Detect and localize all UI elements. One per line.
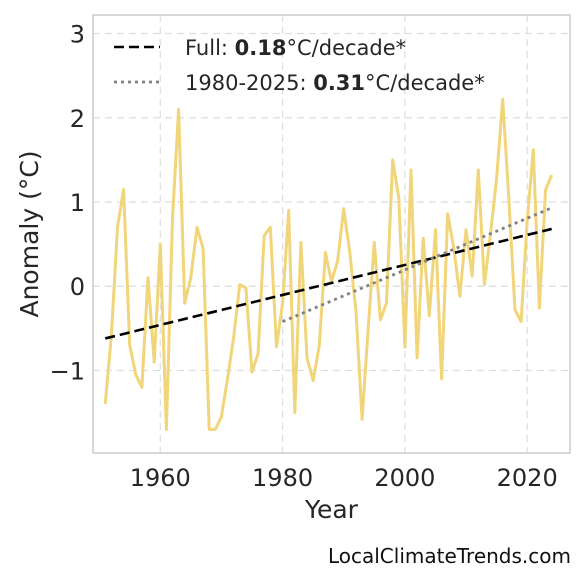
y-tick-label: 3	[70, 21, 85, 49]
y-tick-label: 1	[70, 189, 85, 217]
legend-trend-unit: °C/decade*	[287, 36, 407, 60]
y-tick-label: 0	[70, 273, 85, 301]
legend-label-prefix: 1980-2025:	[185, 71, 313, 95]
watermark: LocalClimateTrends.com	[327, 544, 571, 568]
legend-trend-value: 0.31	[313, 71, 365, 95]
legend-recent-trend-label: 1980-2025: 0.31°C/decade*	[185, 71, 485, 95]
x-tick-label: 2000	[374, 464, 435, 492]
full-trend-line	[104, 227, 552, 340]
x-tick-label: 1960	[130, 464, 191, 492]
legend-trend-unit: °C/decade*	[365, 71, 485, 95]
x-axis-title: Year	[304, 495, 359, 524]
legend: Full: 0.18°C/decade*1980-2025: 0.31°C/de…	[114, 36, 485, 95]
series-layer	[103, 97, 554, 431]
x-tick-label: 1980	[252, 464, 313, 492]
y-tick-label: −1	[50, 357, 85, 385]
x-tick-label: 2020	[497, 464, 558, 492]
tick-labels: 1960 1980 2000 2020 −1 0 1 2 3	[50, 21, 558, 492]
gridlines	[93, 15, 570, 453]
y-tick-label: 2	[70, 105, 85, 133]
legend-full-trend-label: Full: 0.18°C/decade*	[185, 36, 406, 60]
trend-layer	[104, 206, 553, 340]
legend-trend-value: 0.18	[235, 36, 287, 60]
y-axis-title: Anomaly (°C)	[15, 150, 44, 317]
plot-frame	[92, 14, 571, 454]
anomaly-series-line	[103, 97, 554, 431]
legend-label-prefix: Full:	[185, 36, 235, 60]
